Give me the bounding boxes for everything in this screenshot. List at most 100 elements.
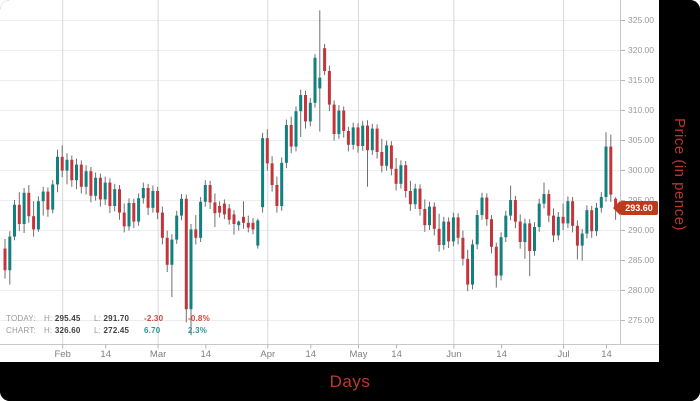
candle: [575, 220, 579, 260]
candle: [222, 199, 226, 220]
candle: [599, 192, 603, 213]
chart-canvas[interactable]: 325.00 320.00 315.00 310.00 305.00 300.00 295.…: [0, 0, 659, 362]
candle: [299, 89, 303, 137]
candle: [151, 185, 155, 213]
candle: [308, 98, 312, 127]
x-axis-title: Days: [329, 371, 371, 391]
candle-body: [366, 125, 369, 151]
candle-body: [447, 221, 451, 242]
y-axis-label: 315.00: [628, 75, 654, 85]
candle-body: [599, 197, 603, 208]
candle: [361, 120, 365, 151]
candle-body: [184, 198, 188, 310]
candle: [380, 138, 384, 173]
chart-change-pct: 2.3%: [188, 325, 208, 335]
candle-body: [327, 71, 331, 105]
candle: [571, 197, 575, 233]
candle: [122, 203, 126, 233]
candle: [494, 242, 498, 288]
candle-body: [218, 206, 222, 213]
candle: [3, 239, 7, 279]
candle: [432, 202, 436, 236]
candle: [408, 180, 412, 211]
candle-body: [51, 184, 55, 210]
candle-body: [160, 212, 164, 238]
candle: [313, 54, 317, 108]
candle-body: [380, 152, 384, 166]
candle-body: [75, 164, 78, 181]
x-axis-label: Jul: [558, 349, 570, 360]
candle: [513, 195, 517, 229]
candle: [218, 201, 222, 218]
candle: [160, 206, 164, 245]
candle: [51, 180, 55, 214]
candle: [237, 220, 241, 231]
candle: [480, 192, 484, 220]
y-axis-label: 295.00: [628, 195, 654, 205]
candle: [146, 183, 150, 215]
candle-body: [432, 206, 436, 229]
candle-body: [194, 229, 198, 238]
candle-body: [399, 165, 403, 184]
candle-body: [504, 215, 508, 238]
candle: [370, 123, 374, 155]
candle-body: [566, 201, 570, 224]
candle-body: [342, 110, 346, 131]
candle-body: [389, 145, 393, 169]
candle-body: [261, 138, 265, 208]
candle: [509, 185, 513, 221]
candle-body: [165, 237, 169, 265]
candle-body: [156, 191, 160, 213]
candle-body: [523, 223, 527, 242]
candle-body: [151, 191, 155, 208]
candle-body: [461, 237, 465, 259]
candle: [103, 176, 107, 205]
candle: [46, 187, 50, 217]
candle: [242, 201, 245, 229]
candle-body: [41, 191, 45, 202]
candle: [246, 215, 250, 233]
candle-body: [437, 228, 441, 245]
candle: [385, 140, 389, 171]
candle: [552, 208, 555, 242]
candle: [8, 231, 12, 285]
candle-body: [480, 197, 484, 215]
candle: [203, 180, 207, 207]
candle-body: [256, 220, 260, 246]
candle-body: [65, 159, 69, 171]
candle-body: [346, 131, 350, 145]
candle: [13, 200, 16, 241]
candle-body: [8, 236, 12, 271]
candle-body: [79, 164, 83, 187]
candle: [36, 196, 40, 232]
candle: [366, 120, 369, 187]
candle: [199, 197, 203, 242]
candle-body: [113, 189, 117, 206]
last-price-tag: 293.60: [613, 201, 658, 216]
candle-body: [370, 128, 374, 151]
candle-body: [466, 258, 470, 285]
candle-body: [132, 203, 136, 222]
candle-body: [32, 216, 36, 230]
candle-body: [394, 168, 398, 184]
today-low-value: 291.70: [103, 314, 130, 323]
candle-body: [604, 146, 608, 197]
candle-body: [318, 77, 322, 89]
candle-body: [451, 217, 455, 242]
candle-body: [3, 248, 7, 271]
chart-low-value: 272.45: [103, 325, 130, 335]
candle: [542, 182, 546, 209]
candle-body: [475, 215, 479, 245]
candle-body: [304, 95, 307, 122]
candle: [137, 193, 141, 226]
candle-body: [323, 48, 327, 71]
candle: [485, 193, 489, 226]
candle: [194, 215, 198, 245]
candle: [561, 203, 565, 230]
candle: [442, 216, 446, 250]
x-axis-label: 14: [496, 349, 507, 360]
candle-body: [595, 207, 598, 232]
candle: [132, 198, 136, 229]
candle-body: [561, 216, 565, 224]
candle: [523, 218, 527, 259]
